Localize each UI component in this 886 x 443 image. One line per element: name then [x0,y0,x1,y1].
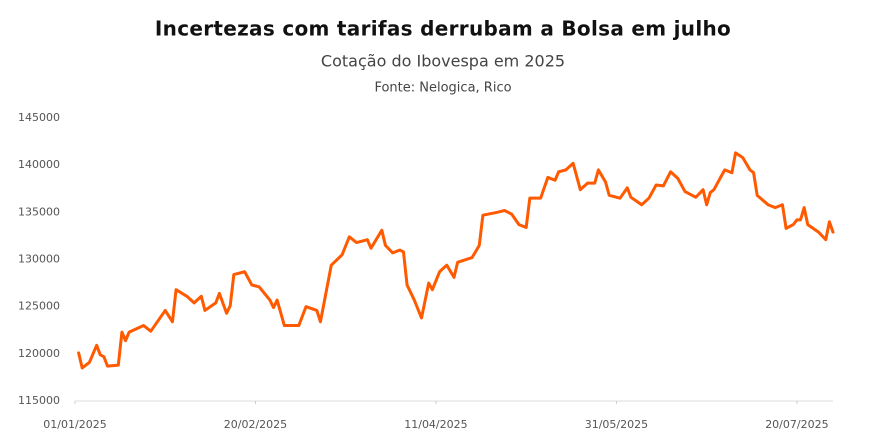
x-tick-label: 11/04/2025 [404,418,467,431]
y-tick-label: 120000 [18,347,60,360]
y-tick-label: 145000 [18,111,60,124]
y-tick-label: 140000 [18,158,60,171]
y-tick-label: 125000 [18,300,60,313]
chart-subtitle: Cotação do Ibovespa em 2025 [321,52,565,71]
chart-title: Incertezas com tarifas derrubam a Bolsa … [155,17,731,41]
line [77,151,835,370]
y-tick-label: 130000 [18,253,60,266]
x-tick-label: 20/07/2025 [765,418,828,431]
x-tick-label: 20/02/2025 [224,418,287,431]
y-tick-label: 115000 [18,394,60,407]
chart-source: Fonte: Nelogica, Rico [374,81,511,96]
x-tick-label: 01/01/2025 [43,418,106,431]
y-tick-label: 135000 [18,205,60,218]
x-tick-label: 31/05/2025 [585,418,648,431]
